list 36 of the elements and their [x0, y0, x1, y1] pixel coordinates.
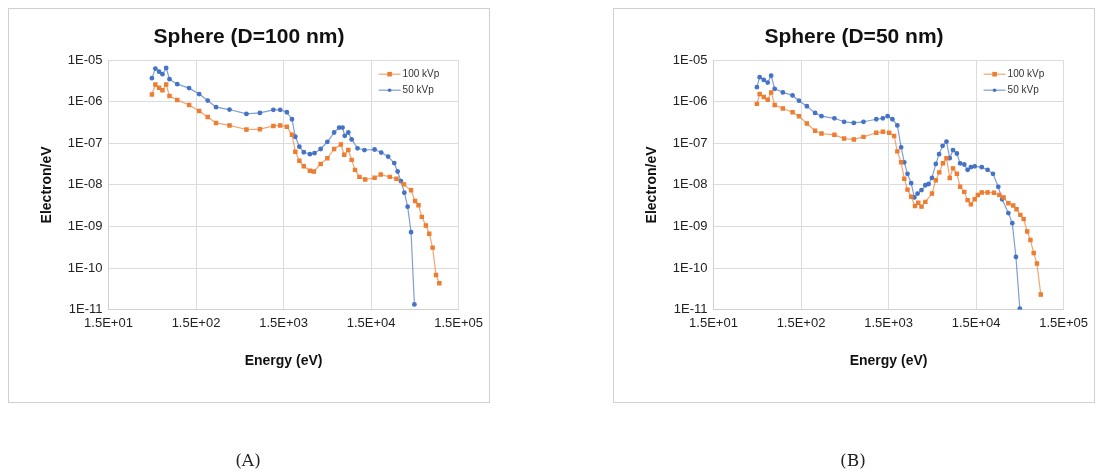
x-tick-label: 1.5E+04 [346, 314, 396, 330]
text: (B) [839, 450, 867, 470]
y-axis-title: Electron/eV [643, 145, 660, 224]
y-tick-label: 1E-09 [672, 218, 708, 234]
x-tick-label: 1.5E+01 [689, 314, 738, 330]
x-tick-label: 1.5E+03 [259, 314, 308, 330]
x-tick-label: 1.5E+03 [864, 314, 913, 330]
y-tick-label: 1E-10 [67, 259, 103, 275]
chart-title: Sphere (D=50 nm) [764, 24, 944, 48]
y-tick-label: 1E-11 [673, 301, 708, 317]
x-tick-label: 1.5E+02 [171, 314, 221, 330]
x-tick-label: 1.5E+05 [1039, 314, 1088, 330]
y-tick-label: 1E-08 [672, 176, 708, 192]
y-tick-label: 1E-09 [67, 218, 103, 234]
text: (A) [234, 450, 262, 470]
legend-label: 100 kVp [402, 67, 440, 79]
y-tick-label: 1E-08 [67, 176, 103, 192]
chart-title: Sphere (D=100 nm) [153, 24, 345, 48]
y-tick-label: 1E-06 [67, 93, 103, 109]
y-tick-label: 1E-05 [67, 51, 103, 67]
x-axis-title: Energy (eV) [244, 352, 323, 369]
legend-label: 100 kVp [1007, 67, 1045, 79]
y-tick-label: 1E-06 [672, 93, 708, 109]
y-tick-label: 1E-07 [672, 134, 708, 150]
legend-label: 50 kVp [402, 83, 435, 95]
y-tick-label: 1E-11 [68, 301, 103, 317]
x-tick-label: 1.5E+05 [434, 314, 483, 330]
y-tick-label: 1E-07 [67, 134, 103, 150]
y-tick-label: 1E-10 [672, 259, 708, 275]
legend-label: 50 kVp [1007, 83, 1040, 95]
x-tick-label: 1.5E+01 [84, 314, 133, 330]
y-tick-label: 1E-05 [672, 51, 708, 67]
x-tick-label: 1.5E+02 [776, 314, 826, 330]
y-axis-title: Electron/eV [38, 145, 55, 224]
x-tick-label: 1.5E+04 [951, 314, 1001, 330]
x-axis-title: Energy (eV) [849, 352, 928, 369]
